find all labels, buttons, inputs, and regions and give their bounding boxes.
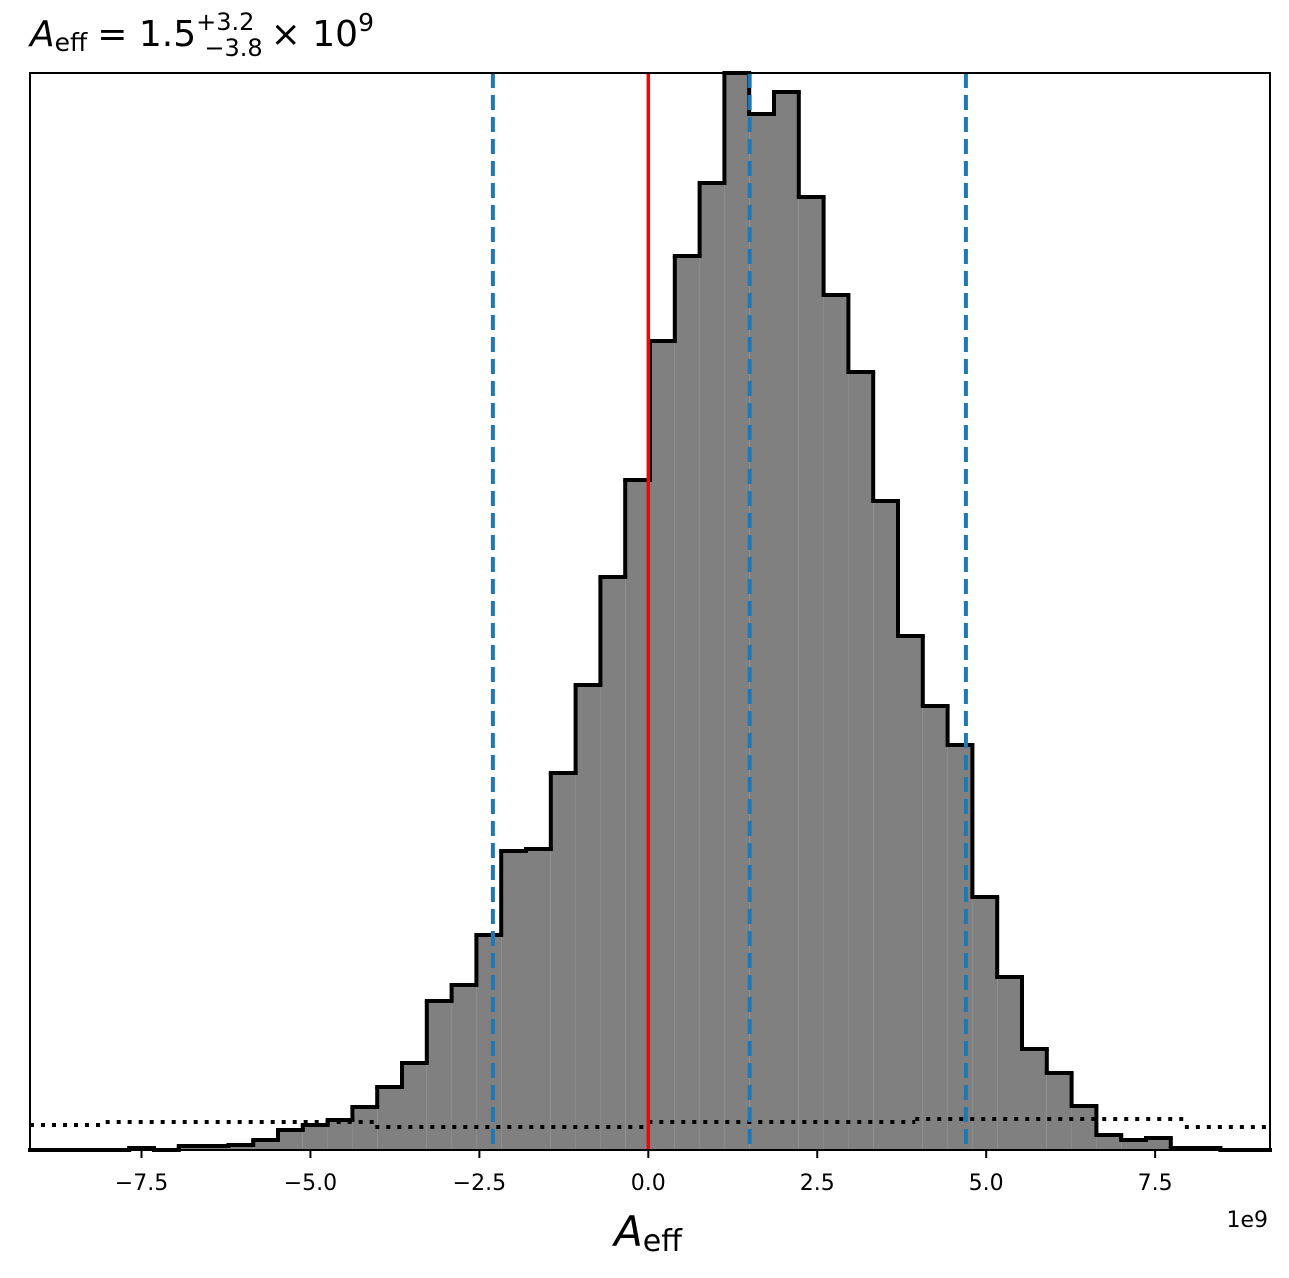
bar [848,372,874,1150]
title-times: × 10 [271,14,358,55]
bar [972,897,998,1150]
x-tick-label: −2.5 [453,1171,506,1196]
title-equals: = 1.5 [97,14,196,55]
title-subscript: eff [55,28,88,57]
bar [798,197,824,1150]
title-symbol: A [28,14,55,55]
x-tick-label: 2.5 [800,1171,835,1196]
bar [625,480,650,1150]
bar [873,501,898,1150]
x-axis-label: Aeff [611,1207,683,1259]
x-tick-label: 5.0 [969,1171,1004,1196]
bar [501,851,526,1150]
bar [823,295,849,1150]
bar [774,92,799,1150]
plot-frame [29,72,1271,1151]
bar [674,256,700,1150]
chart-title: Aeff = 1.5+3.2 −3.8 × 109 [28,8,374,62]
bar [947,745,973,1150]
bar [352,1107,378,1150]
bar [1121,1140,1146,1150]
bar [526,849,551,1150]
bar [724,73,750,1150]
bar [650,341,675,1150]
bar [898,636,923,1150]
bar [377,1087,402,1150]
bar [228,1145,254,1150]
bar [451,985,477,1150]
bar [302,1125,328,1150]
bar [1096,1135,1122,1150]
bar [997,977,1022,1150]
bar [278,1130,303,1150]
x-tick-label: −5.0 [284,1171,337,1196]
bar [1071,1106,1097,1150]
x-tick-label: −7.5 [115,1171,168,1196]
bar [922,706,948,1150]
bar [550,773,576,1150]
bar [749,114,774,1150]
title-upper: +3.2 [196,8,254,36]
bar [1022,1049,1047,1150]
title-exponent: 9 [358,8,374,37]
bar [699,183,725,1150]
bar [327,1120,353,1150]
bar [575,685,601,1150]
bar [1146,1138,1171,1150]
bar [476,935,502,1150]
xlabel-symbol: A [611,1207,643,1256]
x-offset-label: 1e9 [1226,1208,1268,1233]
bar [253,1140,278,1150]
xlabel-subscript: eff [643,1224,683,1259]
bar [402,1063,427,1150]
title-lower: −3.8 [204,34,262,62]
bar [1046,1073,1072,1150]
x-tick-label: 7.5 [1138,1171,1173,1196]
x-tick-label: 0.0 [631,1171,666,1196]
bar [600,577,626,1150]
